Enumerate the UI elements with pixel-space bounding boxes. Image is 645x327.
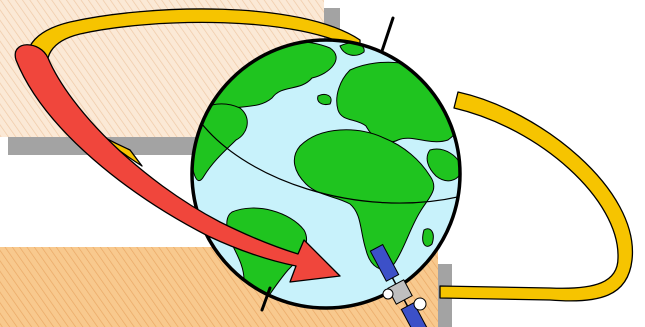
satellite-dish-left xyxy=(382,288,394,300)
satellite-icon xyxy=(369,243,431,327)
land-north-america xyxy=(192,103,248,182)
land-madagascar xyxy=(422,228,434,247)
satellite-dish-right xyxy=(413,297,427,311)
earth-outline xyxy=(190,38,462,310)
orbit-ribbon-front xyxy=(439,91,633,302)
earth-axis-south xyxy=(260,286,272,312)
land-arabia xyxy=(426,148,460,182)
earth-equator xyxy=(195,115,460,204)
rotation-arrow-icon xyxy=(14,44,341,283)
land-island-2 xyxy=(317,93,332,105)
